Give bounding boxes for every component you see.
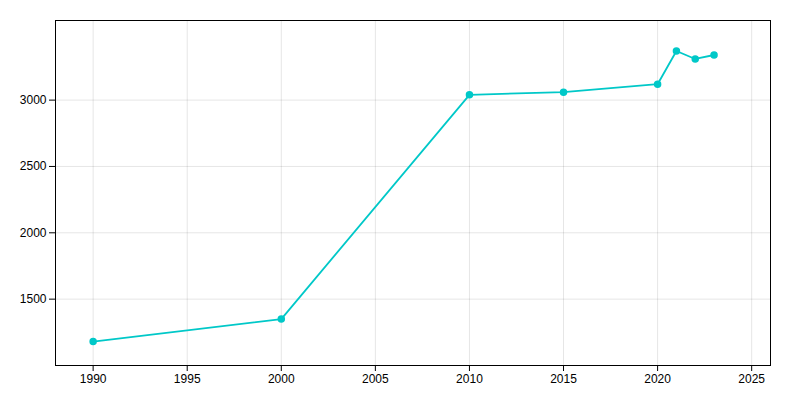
svg-text:2000: 2000 [268, 372, 295, 386]
svg-text:2005: 2005 [362, 372, 389, 386]
svg-text:1995: 1995 [174, 372, 201, 386]
svg-text:2000: 2000 [20, 226, 47, 240]
svg-text:3000: 3000 [20, 93, 47, 107]
svg-text:1990: 1990 [80, 372, 107, 386]
svg-text:2010: 2010 [456, 372, 483, 386]
svg-text:2025: 2025 [738, 372, 765, 386]
svg-text:2500: 2500 [20, 159, 47, 173]
svg-text:2015: 2015 [550, 372, 577, 386]
svg-text:2020: 2020 [644, 372, 671, 386]
svg-text:1500: 1500 [20, 292, 47, 306]
